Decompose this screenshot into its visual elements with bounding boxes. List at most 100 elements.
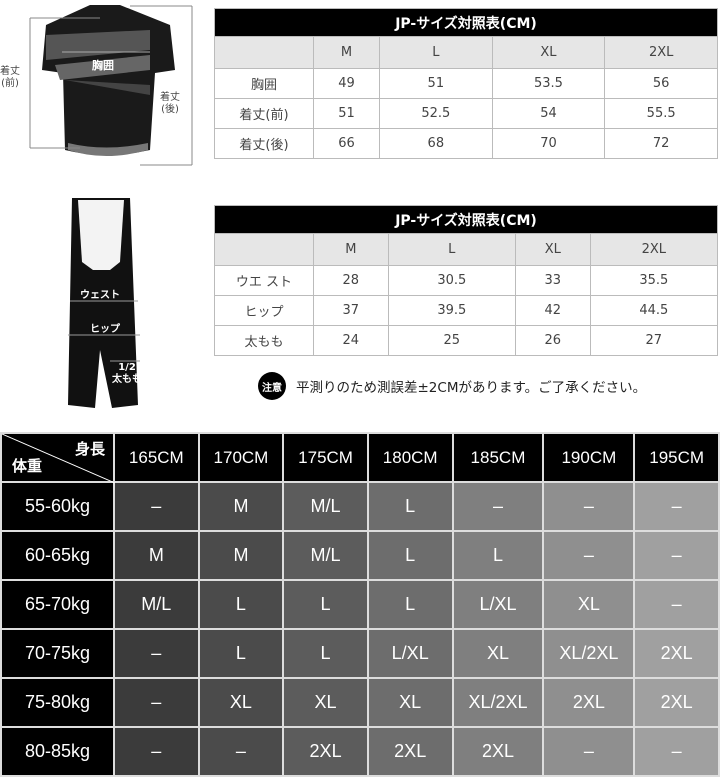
size-cell: XL/2XL xyxy=(542,628,636,679)
weight-label: 80-85kg xyxy=(0,726,115,777)
size-cell: L xyxy=(451,530,545,581)
grid-row: 75-80kg – XL XL XL XL/2XL 2XL 2XL xyxy=(0,677,720,728)
table-row: ヒップ 37 39.5 42 44.5 xyxy=(214,295,719,326)
size-cell: 2XL xyxy=(633,677,720,728)
cell: 44.5 xyxy=(589,295,719,326)
row-label: 着丈(前) xyxy=(214,98,314,129)
col-header: L xyxy=(387,233,516,266)
size-cell: – xyxy=(542,726,636,777)
cell: 33 xyxy=(514,265,591,296)
cell: 55.5 xyxy=(604,98,718,129)
size-cell: 2XL xyxy=(282,726,369,777)
size-cell: – xyxy=(451,481,545,532)
size-cell: – xyxy=(113,677,200,728)
size-cell: 2XL xyxy=(366,726,454,777)
cell: 68 xyxy=(379,128,493,159)
table-row: ウエ スト 28 30.5 33 35.5 xyxy=(214,265,719,296)
cell: 37 xyxy=(313,295,389,326)
row-label: 胸囲 xyxy=(214,68,314,99)
size-cell: – xyxy=(542,530,636,581)
height-axis-label: 身長 xyxy=(74,441,105,458)
height-header: 180CM xyxy=(366,432,454,483)
row-label: ウエ スト xyxy=(214,265,314,296)
col-header: XL xyxy=(491,36,606,69)
height-header: 185CM xyxy=(451,432,545,483)
table-row: 着丈(前) 51 52.5 54 55.5 xyxy=(214,98,718,129)
size-cell: M xyxy=(197,530,285,581)
height-header: 195CM xyxy=(633,432,720,483)
col-header: L xyxy=(379,36,493,69)
bib-size-table: JP-サイズ対照表(CM) M L XL 2XL ウエ スト 28 30.5 33 35… xyxy=(214,205,719,356)
size-cell: – xyxy=(113,628,200,679)
size-cell: – xyxy=(542,481,636,532)
table-row: 太もも 24 25 26 27 xyxy=(214,325,719,356)
cell: 42 xyxy=(514,295,591,326)
blank-cell xyxy=(214,36,314,69)
size-cell: L xyxy=(366,579,454,630)
size-cell: L xyxy=(282,628,369,679)
cell: 66 xyxy=(313,128,380,159)
size-cell: – xyxy=(113,481,200,532)
size-cell: – xyxy=(113,726,200,777)
size-cell: L xyxy=(197,579,285,630)
table-title: JP-サイズ対照表(CM) xyxy=(214,8,718,37)
bib-image xyxy=(68,198,140,408)
table-row: 胸囲 49 51 53.5 56 xyxy=(214,68,718,99)
weight-label: 65-70kg xyxy=(0,579,115,630)
size-cell: 2XL xyxy=(542,677,636,728)
weight-label: 60-65kg xyxy=(0,530,115,581)
back-length-label: 着丈 (後) xyxy=(160,92,180,115)
size-cell: XL xyxy=(282,677,369,728)
size-cell: L xyxy=(366,481,454,532)
col-header: M xyxy=(313,36,380,69)
size-cell: 2XL xyxy=(451,726,545,777)
thigh-label: 1/2 太もも xyxy=(112,362,142,385)
table-row: 着丈(後) 66 68 70 72 xyxy=(214,128,718,159)
jersey-size-table: JP-サイズ対照表(CM) M L XL 2XL 胸囲 49 51 53.5 56 着丈… xyxy=(214,8,718,159)
cell: 51 xyxy=(379,68,493,99)
row-label: ヒップ xyxy=(214,295,314,326)
grid-row: 65-70kg M/L L L L L/XL XL – xyxy=(0,579,720,630)
caution-badge: 注意 xyxy=(258,372,286,400)
size-cell: L/XL xyxy=(366,628,454,679)
weight-label: 75-80kg xyxy=(0,677,115,728)
front-length-label: 着丈 (前) xyxy=(0,66,20,89)
height-weight-size-grid: 身長 体重 165CM 170CM 175CM 180CM 185CM 190CM 195C… xyxy=(0,432,720,777)
corner-cell: 身長 体重 xyxy=(0,432,115,483)
height-header: 175CM xyxy=(282,432,369,483)
size-cell: L xyxy=(197,628,285,679)
size-cell: M xyxy=(113,530,200,581)
cell: 52.5 xyxy=(379,98,493,129)
col-header: M xyxy=(313,233,389,266)
grid-row: 70-75kg – L L L/XL XL XL/2XL 2XL xyxy=(0,628,720,679)
grid-row: 60-65kg M M M/L L L – – xyxy=(0,530,720,581)
height-header: 170CM xyxy=(197,432,285,483)
cell: 26 xyxy=(514,325,591,356)
waist-label: ウェスト xyxy=(80,290,120,301)
table-title: JP-サイズ対照表(CM) xyxy=(214,205,718,234)
size-cell: 2XL xyxy=(633,628,720,679)
cell: 51 xyxy=(313,98,380,129)
diagonal-line xyxy=(2,434,115,483)
cell: 24 xyxy=(313,325,389,356)
size-cell: M/L xyxy=(282,530,369,581)
blank-cell xyxy=(214,233,314,266)
cell: 30.5 xyxy=(387,265,516,296)
jersey-illustration: 胸囲 着丈 (前) 着丈 (後) xyxy=(0,0,210,170)
size-cell: XL xyxy=(542,579,636,630)
cell: 70 xyxy=(491,128,606,159)
size-cell: – xyxy=(633,726,720,777)
cell: 28 xyxy=(313,265,389,296)
hip-label: ヒップ xyxy=(90,324,120,335)
col-header: 2XL xyxy=(604,36,718,69)
size-cell: XL/2XL xyxy=(451,677,545,728)
size-cell: M xyxy=(197,481,285,532)
weight-label: 55-60kg xyxy=(0,481,115,532)
cell: 49 xyxy=(313,68,380,99)
note-text: 平測りのため測誤差±2CMがあります。ご了承ください。 xyxy=(296,380,647,396)
size-cell: XL xyxy=(451,628,545,679)
cell: 53.5 xyxy=(491,68,606,99)
cell: 72 xyxy=(604,128,718,159)
bib-illustration: ウェスト ヒップ 1/2 太もも xyxy=(0,190,210,420)
size-cell: M/L xyxy=(282,481,369,532)
